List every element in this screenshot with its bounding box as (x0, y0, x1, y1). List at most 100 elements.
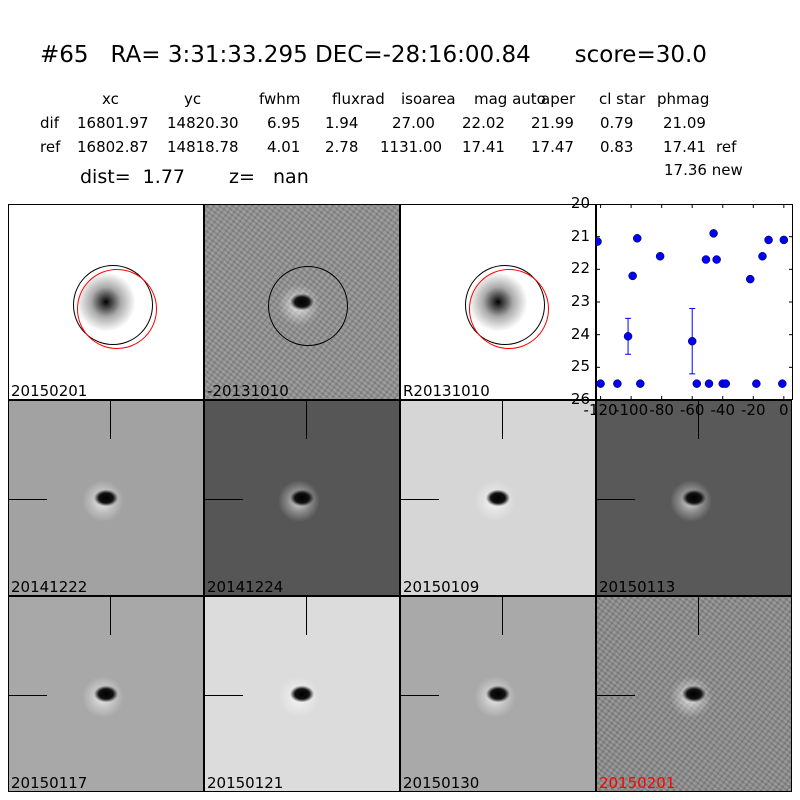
aperture-circle-red (469, 269, 549, 349)
crosshair-tick (698, 597, 699, 635)
aperture-circle-red (77, 269, 157, 349)
column-header: aper (541, 90, 576, 108)
table-cell: 14820.30 (167, 114, 239, 132)
table-cell: 17.47 (531, 138, 574, 156)
column-header: phmag (657, 90, 710, 108)
crosshair-tick (698, 401, 699, 439)
stamp-date-label: 20150201 (11, 382, 88, 400)
column-header: fwhm (259, 90, 301, 108)
column-header: mag auto (474, 90, 546, 108)
lightcurve-plot (596, 204, 793, 400)
transient-source (272, 664, 332, 724)
transient-source (76, 664, 136, 724)
x-tick-label: 0 (779, 401, 789, 419)
image-stamp[interactable]: 20150201 (8, 204, 204, 400)
image-stamp[interactable]: 20150109 (400, 400, 596, 596)
data-point (636, 379, 645, 388)
crosshair-tick (205, 499, 243, 500)
z-value: z= nan (229, 166, 309, 188)
image-stamp[interactable]: 20150130 (400, 596, 596, 792)
data-point (613, 379, 622, 388)
table-cell: 0.83 (600, 138, 634, 156)
crosshair-tick (401, 695, 439, 696)
x-tick-label: -120 (583, 401, 618, 419)
data-point (655, 252, 665, 261)
data-point (692, 379, 702, 388)
table-cell: 17.41 (663, 138, 706, 156)
transient-source (76, 468, 136, 528)
crosshair-tick (597, 695, 635, 696)
table-cell: 1.94 (325, 114, 359, 132)
column-header: fluxrad (332, 90, 385, 108)
y-tick-label: 25 (570, 357, 590, 376)
transient-source (664, 664, 724, 724)
table-cell: 16801.97 (77, 114, 149, 132)
image-stamp[interactable]: -20131010 (204, 204, 400, 400)
image-stamp[interactable]: 20150121 (204, 596, 400, 792)
y-tick-label: 23 (570, 292, 590, 310)
table-cell: 17.41 (462, 138, 505, 156)
candidate-title: #65 RA= 3:31:33.295 DEC=-28:16:00.84 sco… (40, 42, 707, 68)
stamp-date-label: 20141224 (207, 578, 284, 596)
crosshair-tick (597, 499, 635, 500)
data-point (628, 271, 637, 281)
stamp-date-label: 20150109 (403, 578, 480, 596)
table-cell: 21.99 (531, 114, 574, 132)
image-stamp[interactable]: 20150113 (596, 400, 792, 596)
data-point (623, 332, 633, 341)
column-header: isoarea (401, 90, 456, 108)
transient-source (468, 468, 528, 528)
data-point (712, 255, 721, 264)
data-point (745, 274, 755, 284)
x-tick-label: -20 (741, 401, 766, 419)
x-tick-label: -60 (679, 401, 705, 419)
row-suffix: ref (716, 138, 737, 156)
column-header: xc (102, 90, 119, 108)
x-tick-label: -80 (649, 401, 674, 419)
table-cell: 14818.78 (167, 138, 239, 156)
x-tick-label: -100 (614, 401, 649, 419)
table-cell: 21.09 (663, 114, 706, 132)
stamp-date-label: 20141222 (11, 578, 88, 596)
stamp-date-label: 20150201 (599, 774, 676, 792)
row-label: dif (40, 114, 59, 132)
data-point (596, 379, 605, 388)
table-cell: 2.78 (325, 138, 359, 156)
y-tick-label: 24 (570, 324, 590, 343)
y-tick-label: 22 (570, 259, 590, 278)
data-point (687, 336, 697, 346)
image-stamp[interactable]: 20150117 (8, 596, 204, 792)
column-header: yc (184, 90, 202, 108)
transient-source (468, 664, 528, 724)
stamp-date-label: R20131010 (403, 382, 490, 400)
data-point (721, 379, 731, 388)
crosshair-tick (205, 695, 243, 696)
table-cell: 0.79 (600, 114, 634, 132)
table-cell: 6.95 (267, 114, 301, 132)
image-stamp[interactable]: 20141224 (204, 400, 400, 596)
plot-frame (596, 204, 793, 400)
stamp-date-label: 20150121 (207, 774, 284, 792)
data-point (596, 237, 602, 246)
transient-source (272, 468, 332, 528)
table-cell: 16802.87 (77, 138, 149, 156)
stamp-date-label: -20131010 (207, 382, 289, 400)
data-point (779, 235, 789, 245)
image-stamp[interactable]: 20150201 (596, 596, 792, 792)
table-cell: 1131.00 (380, 138, 443, 156)
data-point (701, 255, 711, 264)
data-point (709, 229, 718, 238)
crosshair-tick (401, 499, 439, 500)
column-header: cl star (599, 90, 646, 108)
data-point (778, 379, 787, 388)
data-point (752, 379, 761, 388)
image-stamp[interactable]: R20131010 (400, 204, 596, 400)
data-point (632, 234, 642, 243)
data-point (758, 252, 767, 261)
data-point (764, 235, 773, 245)
stamp-date-label: 20150117 (11, 774, 88, 792)
crosshair-tick (306, 597, 307, 635)
crosshair-tick (502, 401, 503, 439)
image-stamp[interactable]: 20141222 (8, 400, 204, 596)
row-label: ref (40, 138, 61, 156)
